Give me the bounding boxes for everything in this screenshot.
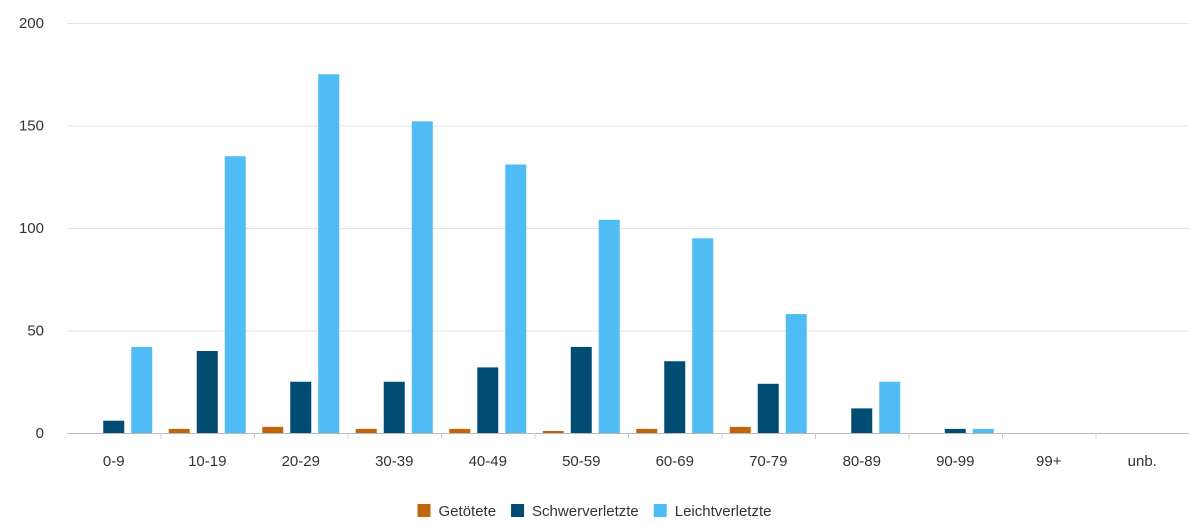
bar-leichtverletzte <box>598 219 620 433</box>
bar-leichtverletzte <box>879 381 901 433</box>
legend-swatch <box>653 504 667 517</box>
bar-leichtverletzte <box>972 428 994 433</box>
bar-schwerverletzte <box>290 381 312 433</box>
bar-getötete <box>449 428 471 433</box>
x-tick-label: 40-49 <box>469 453 507 470</box>
bar-schwerverletzte <box>851 408 873 433</box>
bar-getötete <box>262 426 284 433</box>
y-tick-label: 50 <box>27 323 44 340</box>
x-tick-label: 20-29 <box>282 453 320 470</box>
bar-leichtverletzte <box>692 238 714 433</box>
bar-schwerverletzte <box>757 383 779 433</box>
x-tick-label: 10-19 <box>188 453 226 470</box>
bar-getötete <box>355 428 377 433</box>
x-tick-label: 70-79 <box>749 453 787 470</box>
x-tick-label: 99+ <box>1036 453 1062 470</box>
y-axis-ticks: 0 50 100 150 200 <box>19 15 44 442</box>
bar-schwerverletzte <box>664 361 686 433</box>
bar-schwerverletzte <box>477 367 499 433</box>
legend-swatch <box>511 504 525 517</box>
y-tick-label: 100 <box>19 220 44 237</box>
bars <box>103 74 994 434</box>
bar-getötete <box>636 428 658 433</box>
legend-item: Getötete <box>417 503 497 520</box>
bar-schwerverletzte <box>103 420 125 433</box>
bar-leichtverletzte <box>785 314 807 433</box>
x-tick-label: 60-69 <box>656 453 694 470</box>
legend: Getötete Schwerverletzte Leichtverletzte <box>417 503 772 520</box>
x-tick-label: unb. <box>1128 453 1157 470</box>
y-tick-label: 0 <box>36 425 44 442</box>
x-tick-label: 50-59 <box>562 453 600 470</box>
bar-leichtverletzte <box>411 121 433 434</box>
legend-item: Leichtverletzte <box>653 503 772 520</box>
x-tick-label: 30-39 <box>375 453 413 470</box>
legend-label: Schwerverletzte <box>532 503 639 520</box>
bar-schwerverletzte <box>944 428 966 433</box>
bar-schwerverletzte <box>196 351 218 433</box>
bar-getötete <box>729 426 751 433</box>
x-tick-label: 90-99 <box>936 453 974 470</box>
y-tick-label: 150 <box>19 118 44 135</box>
bar-leichtverletzte <box>224 156 246 433</box>
bar-leichtverletzte <box>131 346 153 433</box>
bar-getötete <box>542 430 564 433</box>
legend-label: Getötete <box>439 503 497 520</box>
x-axis: 0-9 10-19 20-29 30-39 40-49 50-59 60-69 70-79 80… <box>103 433 1157 470</box>
legend-item: Schwerverletzte <box>511 503 639 520</box>
bar-getötete <box>168 428 190 433</box>
y-tick-label: 200 <box>19 15 44 32</box>
x-tick-label: 80-89 <box>843 453 881 470</box>
bar-schwerverletzte <box>570 346 592 433</box>
legend-swatch <box>417 504 431 517</box>
bar-leichtverletzte <box>318 74 340 433</box>
bar-leichtverletzte <box>505 164 527 433</box>
legend-label: Leichtverletzte <box>675 503 772 520</box>
x-tick-label: 0-9 <box>103 453 125 470</box>
bar-schwerverletzte <box>383 381 405 433</box>
